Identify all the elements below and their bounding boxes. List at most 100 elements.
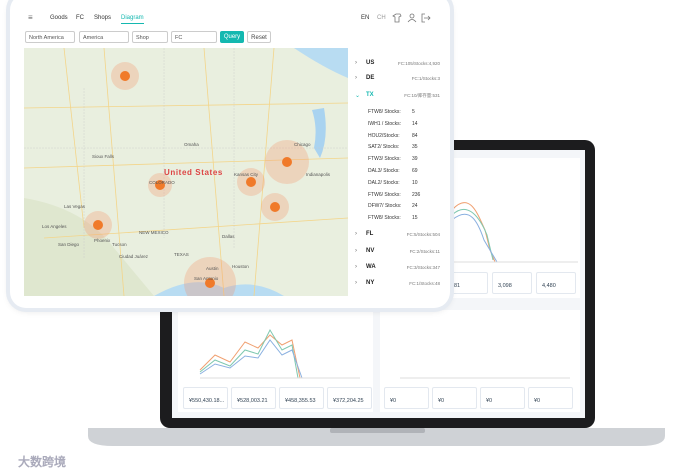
select[interactable]: America xyxy=(79,31,129,43)
map-label: San Diego xyxy=(58,242,80,247)
lake xyxy=(312,108,326,158)
tree-child: IWH1 / Stocks: xyxy=(368,120,402,127)
stat-card: ¥0 xyxy=(432,387,477,409)
map-label: Dallas xyxy=(222,234,235,239)
stat-card: ¥0 xyxy=(480,387,525,409)
stat-card: 81 xyxy=(448,272,488,294)
icon[interactable] xyxy=(392,13,402,23)
map-label: Omaha xyxy=(184,142,199,147)
tree-caret: › xyxy=(355,60,357,66)
heat-dot xyxy=(282,157,292,167)
roads xyxy=(24,48,348,296)
stat-card: ¥458,355.53 xyxy=(279,387,324,409)
tree-child: FTW8/ Stocks: xyxy=(368,109,401,115)
map-label: Austin xyxy=(206,266,219,271)
heat-halo xyxy=(184,257,236,296)
heat-dot xyxy=(120,71,130,81)
map-label: TEXAS xyxy=(174,252,189,257)
tree-child: DAL3/ Stocks: xyxy=(368,168,400,174)
lang[interactable]: EN xyxy=(361,15,370,21)
line xyxy=(451,213,498,263)
watermark: 大数跨境 xyxy=(18,455,67,469)
heat-dot xyxy=(205,278,215,288)
borders xyxy=(24,48,348,258)
line xyxy=(199,328,299,379)
tree-info: FC:105/Stocks:4,920 xyxy=(397,61,440,66)
tree-child-stocks: 35 xyxy=(412,144,418,151)
tree-code: DE xyxy=(366,75,375,81)
map-label: Ciudad Juárez xyxy=(119,254,149,259)
reset-button[interactable]: Reset xyxy=(247,31,271,43)
tree-caret: › xyxy=(355,264,357,270)
tree-child-stocks: 15 xyxy=(412,215,418,222)
tree-child-stocks: 14 xyxy=(412,120,418,127)
map-label: Los Angeles xyxy=(42,224,67,229)
tree-info: FC:3/Stocks:347 xyxy=(406,265,440,270)
select[interactable]: North America xyxy=(25,31,75,43)
stat-card: ¥550,430.18... xyxy=(183,387,228,409)
laptop-base xyxy=(88,428,665,446)
tree-child-stocks: 10 xyxy=(412,179,418,186)
tree-child-stocks: 5 xyxy=(412,109,415,115)
laptop-notch xyxy=(330,428,425,433)
tree-code: TX xyxy=(366,92,374,98)
tree-child: HOU2/Stocks: xyxy=(368,132,400,139)
icon[interactable] xyxy=(421,13,431,23)
tree-caret: › xyxy=(355,280,357,286)
stat-card: 3,098 xyxy=(492,272,532,294)
country-label: United States xyxy=(164,168,223,177)
map-label: Tucson xyxy=(112,242,127,247)
icon xyxy=(407,19,417,23)
heat-dot xyxy=(246,177,256,187)
line xyxy=(451,208,494,261)
tree-child: SAT2/ Stocks: xyxy=(368,144,400,151)
map-label: Houston xyxy=(232,264,249,269)
select[interactable]: Shop xyxy=(132,31,168,43)
nav-item[interactable]: FC xyxy=(76,15,84,21)
heat-dot xyxy=(270,202,280,212)
nav-item-active[interactable]: Diagram xyxy=(121,15,144,24)
terrain xyxy=(24,198,154,296)
stat-card: ¥0 xyxy=(384,387,429,409)
lake xyxy=(294,48,348,78)
map-label: NEW MEXICO xyxy=(139,230,169,235)
stat-card: ¥528,003.21 xyxy=(231,387,276,409)
tree-code: NY xyxy=(366,280,375,286)
tree-info: FC:10/库存量:531 xyxy=(404,93,440,98)
tree-child: DAL2/ Stocks: xyxy=(368,179,400,186)
tree-code: NV xyxy=(366,248,375,254)
tree-child-stocks: 69 xyxy=(412,168,418,174)
query-button[interactable]: Query xyxy=(220,31,244,43)
lang[interactable]: CH xyxy=(377,15,386,21)
tree: › US FC:105/Stocks:4,920 › DE FC:1/Stocks:3 ⌄ T… xyxy=(350,50,442,296)
tree-code: US xyxy=(366,60,375,66)
tree-info: FC:2/Stocks:11 xyxy=(409,249,440,254)
nav-item[interactable]: Shops xyxy=(94,15,112,21)
stat-card: 4,480 xyxy=(536,272,576,294)
line xyxy=(199,339,303,379)
tree-child-stocks: 24 xyxy=(412,203,418,210)
line xyxy=(199,334,301,379)
tree-caret: › xyxy=(355,75,357,81)
tree-child: FTW3/ Stocks: xyxy=(368,156,401,163)
tree-info: FC:5/Stocks:504 xyxy=(406,232,440,237)
map-label: Sioux Falls xyxy=(92,154,115,159)
map-label: Chicago xyxy=(294,142,311,147)
icon[interactable] xyxy=(409,13,415,19)
tree-code: FL xyxy=(366,231,374,237)
select[interactable]: FC xyxy=(171,31,217,43)
tree-child-stocks: 39 xyxy=(412,156,418,163)
tree-child-stocks: 236 xyxy=(412,191,421,198)
menu-icon[interactable]: ≡ xyxy=(28,13,33,22)
map-label: Kansas City xyxy=(234,172,259,177)
map-label: Las Vegas xyxy=(64,204,86,209)
nav-item[interactable]: Goods xyxy=(50,15,68,21)
tree-caret: › xyxy=(355,248,357,254)
map-label: Indianapolis xyxy=(306,172,331,177)
map-label: San Antonio xyxy=(194,276,219,281)
stat-card: ¥372,204.25 xyxy=(327,387,372,409)
tree-child: FTW8/ Stocks: xyxy=(368,215,401,222)
stat-card: ¥0 xyxy=(528,387,573,409)
